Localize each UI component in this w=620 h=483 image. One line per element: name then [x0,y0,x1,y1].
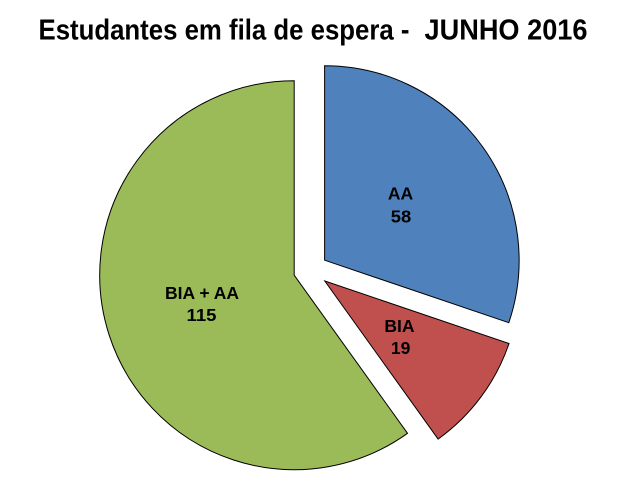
svg-text:19: 19 [391,338,411,358]
svg-text:115: 115 [187,305,217,325]
svg-text:BIA: BIA [384,316,415,336]
svg-text:58: 58 [391,207,412,227]
svg-text:JUNHO 2016: JUNHO 2016 [425,15,588,47]
svg-text:BIA + AA: BIA + AA [165,283,239,303]
svg-text:Estudantes em fila de espera -: Estudantes em fila de espera - [39,15,410,47]
svg-text:AA: AA [388,184,414,204]
